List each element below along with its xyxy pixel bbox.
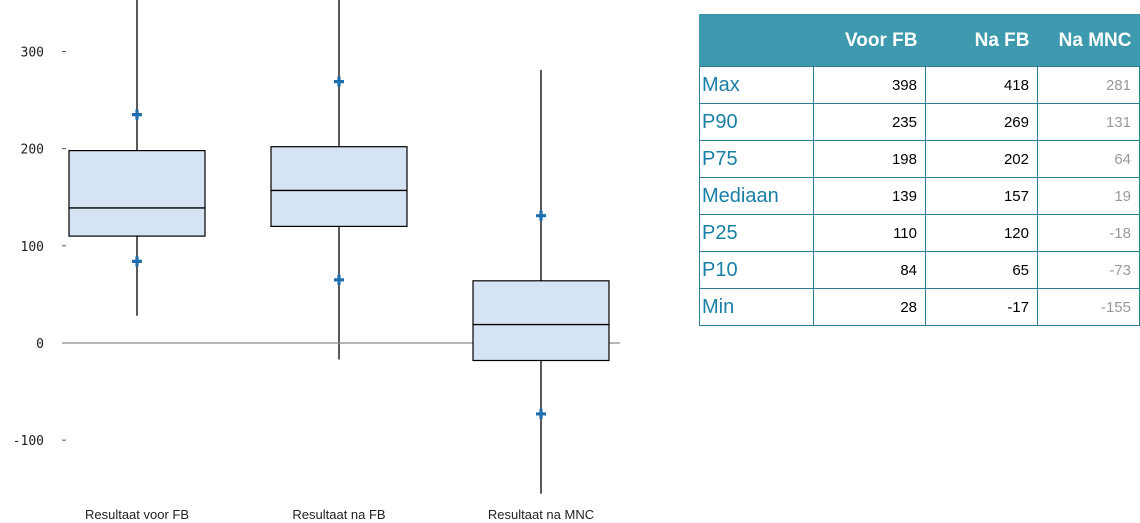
cell-value: 198 <box>813 140 926 178</box>
cell-value: 120 <box>925 214 1038 252</box>
x-category-label: Resultaat na FB <box>292 507 385 522</box>
cell-value: 84 <box>813 251 926 289</box>
y-tick-label: 300 <box>21 45 44 60</box>
y-tick-label: -100 <box>13 434 44 449</box>
cell-value: -73 <box>1037 251 1140 289</box>
table-row-p25: P25 110 120 -18 <box>699 214 1140 252</box>
cell-value: 398 <box>813 66 926 104</box>
table-row-p90: P90 235 269 131 <box>699 103 1140 141</box>
cell-value: 64 <box>1037 140 1140 178</box>
p10-marker <box>334 274 344 285</box>
p90-marker <box>132 109 142 120</box>
row-label: Mediaan <box>699 177 814 215</box>
header-na-mnc: Na MNC <box>1037 14 1140 67</box>
iqr-box <box>270 146 408 227</box>
cell-value: 269 <box>925 103 1038 141</box>
p90-marker <box>334 76 344 87</box>
cell-value: 19 <box>1037 177 1140 215</box>
table-row-p75: P75 198 202 64 <box>699 140 1140 178</box>
cell-value: 202 <box>925 140 1038 178</box>
row-label: P25 <box>699 214 814 252</box>
y-tick-label: 100 <box>21 240 44 255</box>
table-row-p10: P10 84 65 -73 <box>699 251 1140 289</box>
p10-marker <box>132 256 142 267</box>
row-label: Max <box>699 66 814 104</box>
cell-value: -155 <box>1037 288 1140 326</box>
table-row-min: Min 28 -17 -155 <box>699 288 1140 326</box>
row-label: P90 <box>699 103 814 141</box>
cell-value: 65 <box>925 251 1038 289</box>
cell-value: 281 <box>1037 66 1140 104</box>
row-label: P10 <box>699 251 814 289</box>
statistics-table: Voor FB Na FB Na MNC Max 398 418 281 P90… <box>699 14 1140 326</box>
p90-marker <box>536 210 546 221</box>
x-category-label: Resultaat voor FB <box>85 507 189 522</box>
cell-value: -18 <box>1037 214 1140 252</box>
x-category-label: Resultaat na MNC <box>488 507 594 522</box>
boxplot-chart: 4003002001000-100-200Resultaat voor FBRe… <box>13 0 620 522</box>
iqr-box <box>68 150 206 237</box>
table-header-row: Voor FB Na FB Na MNC <box>699 14 1140 67</box>
cell-value: 235 <box>813 103 926 141</box>
table-row-mediaan: Mediaan 139 157 19 <box>699 177 1140 215</box>
cell-value: 28 <box>813 288 926 326</box>
cell-value: 131 <box>1037 103 1140 141</box>
table-row-max: Max 398 418 281 <box>699 66 1140 104</box>
cell-value: -17 <box>925 288 1038 326</box>
header-na-fb: Na FB <box>925 14 1038 67</box>
y-tick-label: 0 <box>36 337 44 352</box>
iqr-box <box>472 280 610 362</box>
cell-value: 110 <box>813 214 926 252</box>
header-voor-fb: Voor FB <box>813 14 926 67</box>
cell-value: 418 <box>925 66 1038 104</box>
cell-value: 157 <box>925 177 1038 215</box>
p10-marker <box>536 408 546 419</box>
row-label: P75 <box>699 140 814 178</box>
cell-value: 139 <box>813 177 926 215</box>
header-empty <box>699 14 814 67</box>
y-tick-label: 200 <box>21 143 44 158</box>
row-label: Min <box>699 288 814 326</box>
